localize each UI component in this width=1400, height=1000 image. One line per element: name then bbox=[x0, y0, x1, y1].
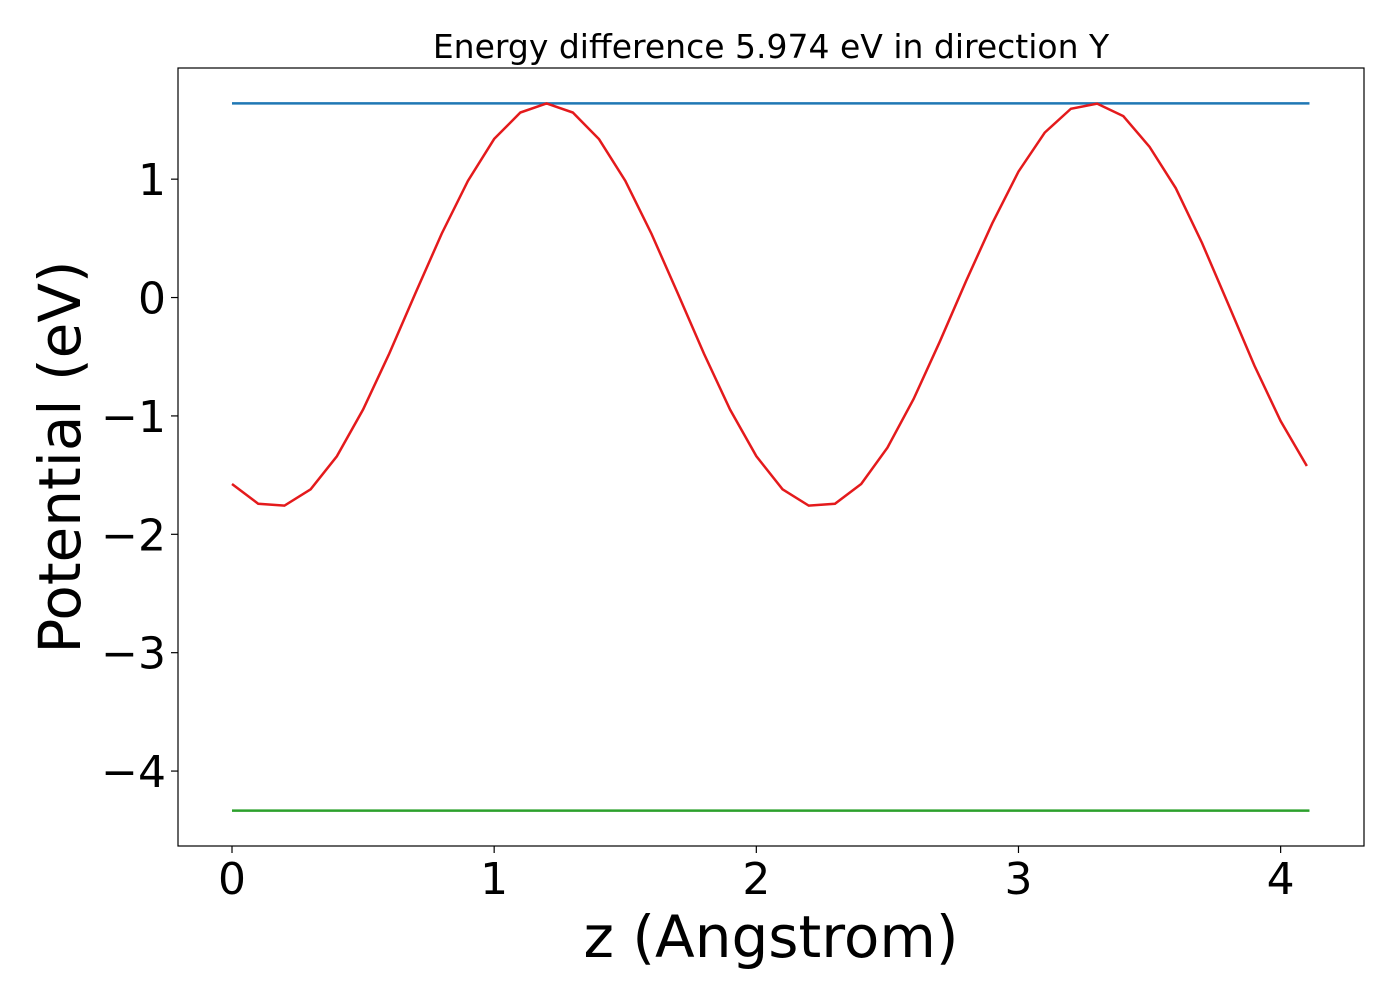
y-axis-label: Potential (eV) bbox=[26, 260, 94, 653]
series-line bbox=[231, 102, 1308, 507]
x-tick-label: 3 bbox=[1004, 854, 1032, 905]
y-tick-label: −2 bbox=[101, 510, 166, 561]
x-tick-label: 2 bbox=[742, 854, 770, 905]
y-tick-label: 0 bbox=[138, 274, 166, 325]
x-axis-label: z (Angstrom) bbox=[584, 903, 959, 971]
x-tick-label: 4 bbox=[1267, 854, 1295, 905]
y-tick-label: −3 bbox=[101, 629, 166, 680]
x-tick-label: 0 bbox=[218, 854, 246, 905]
y-tick-label: 1 bbox=[138, 155, 166, 206]
chart-title: Energy difference 5.974 eV in direction … bbox=[433, 27, 1110, 66]
y-tick-label: −1 bbox=[101, 392, 166, 443]
plot-frame bbox=[177, 67, 1365, 847]
y-tick-label: −4 bbox=[101, 747, 166, 798]
x-tick-label: 1 bbox=[480, 854, 508, 905]
